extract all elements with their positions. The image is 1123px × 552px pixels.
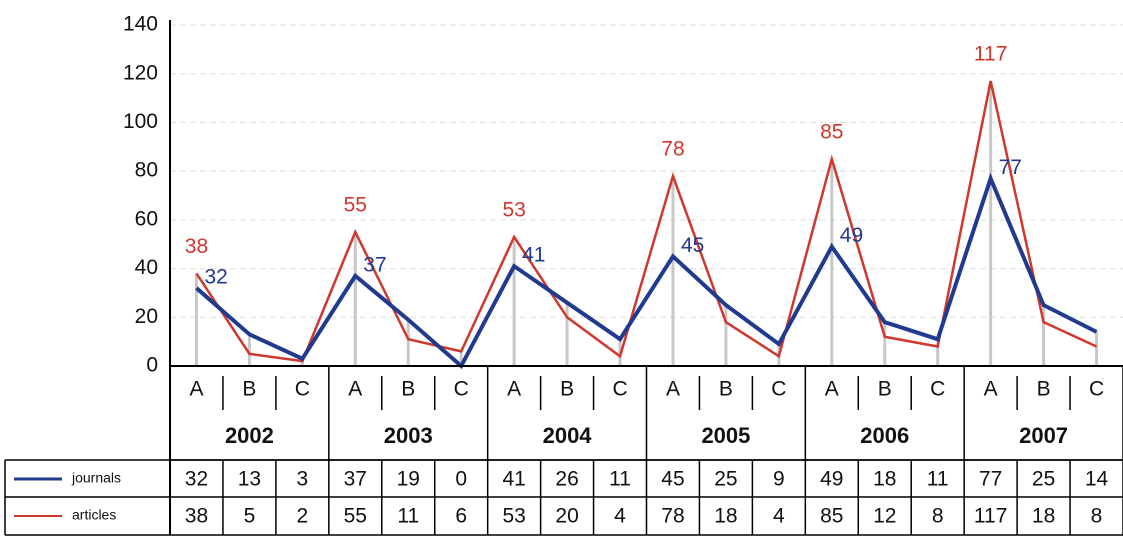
group-label: 2007 <box>1019 423 1068 448</box>
table-cell: 26 <box>555 468 578 491</box>
table-cell: 45 <box>661 468 684 491</box>
x-tick-label: B <box>242 378 256 401</box>
table-cell: 25 <box>1032 468 1055 491</box>
x-tick-label: B <box>878 378 892 401</box>
x-tick-label: B <box>560 378 574 401</box>
y-tick-label: 20 <box>135 305 158 328</box>
table-cell: 6 <box>455 505 467 528</box>
data-label: 77 <box>999 156 1022 179</box>
x-tick-label: A <box>825 378 839 401</box>
group-label: 2006 <box>860 423 909 448</box>
data-label: 55 <box>344 194 367 217</box>
table-cell: 0 <box>455 468 467 491</box>
data-label: 37 <box>363 253 386 276</box>
table-cell: 5 <box>244 505 256 528</box>
group-label: 2002 <box>225 423 274 448</box>
table-cell: 8 <box>932 505 944 528</box>
table-cell: 41 <box>502 468 525 491</box>
y-tick-label: 140 <box>123 13 158 36</box>
y-tick-label: 0 <box>146 354 158 377</box>
table-cell: 4 <box>773 505 785 528</box>
x-tick-label: A <box>189 378 203 401</box>
x-tick-label: C <box>295 378 310 401</box>
group-label: 2005 <box>701 423 750 448</box>
table-cell: 117 <box>974 505 1007 528</box>
x-tick-label: B <box>1037 378 1051 401</box>
table-cell: 77 <box>979 468 1002 491</box>
table-cell: 38 <box>185 505 208 528</box>
table-cell: 37 <box>344 468 367 491</box>
x-tick-label: A <box>507 378 521 401</box>
table-cell: 55 <box>344 505 367 528</box>
group-label: 2003 <box>384 423 433 448</box>
table-cell: 18 <box>1032 505 1055 528</box>
table-cell: 11 <box>397 505 419 528</box>
x-tick-label: C <box>454 378 469 401</box>
legend-label: articles <box>72 507 116 523</box>
table-cell: 19 <box>397 468 420 491</box>
table-cell: 12 <box>873 505 896 528</box>
x-tick-label: B <box>719 378 733 401</box>
table-cell: 78 <box>661 505 684 528</box>
y-tick-label: 60 <box>135 207 158 230</box>
legend-label: journals <box>71 470 121 486</box>
data-label: 78 <box>661 138 684 161</box>
table-cell: 11 <box>927 468 949 491</box>
y-tick-label: 120 <box>123 61 158 84</box>
group-label: 2004 <box>543 423 593 448</box>
table-cell: 18 <box>714 505 737 528</box>
table-cell: 9 <box>773 468 785 491</box>
table-cell: 85 <box>820 505 843 528</box>
x-tick-label: A <box>984 378 998 401</box>
series-line <box>195 172 1098 370</box>
y-tick-label: 80 <box>135 159 158 182</box>
x-tick-label: A <box>348 378 362 401</box>
x-tick-label: C <box>930 378 945 401</box>
x-tick-label: C <box>771 378 786 401</box>
table-cell: 4 <box>614 505 626 528</box>
data-label: 53 <box>502 198 525 221</box>
data-label: 85 <box>820 121 843 144</box>
data-label: 45 <box>681 234 704 257</box>
table-cell: 49 <box>820 468 843 491</box>
data-label: 38 <box>185 235 208 258</box>
x-tick-label: A <box>666 378 680 401</box>
data-label: 117 <box>974 43 1007 66</box>
table-cell: 13 <box>238 468 261 491</box>
table-cell: 8 <box>1091 505 1103 528</box>
table-cell: 20 <box>555 505 578 528</box>
table-cell: 32 <box>185 468 208 491</box>
data-label: 41 <box>522 244 545 267</box>
table-cell: 3 <box>297 468 309 491</box>
table-cell: 53 <box>502 505 525 528</box>
table-cell: 2 <box>297 505 309 528</box>
y-tick-label: 100 <box>123 110 158 133</box>
table-cell: 14 <box>1085 468 1109 491</box>
data-label: 32 <box>204 266 227 289</box>
table-cell: 11 <box>609 468 631 491</box>
x-tick-label: B <box>401 378 415 401</box>
series-line <box>195 80 1098 363</box>
y-tick-label: 40 <box>135 256 158 279</box>
table-cell: 18 <box>873 468 896 491</box>
table-cell: 25 <box>714 468 737 491</box>
x-tick-label: C <box>612 378 627 401</box>
x-tick-label: C <box>1089 378 1104 401</box>
data-label: 49 <box>840 224 863 247</box>
